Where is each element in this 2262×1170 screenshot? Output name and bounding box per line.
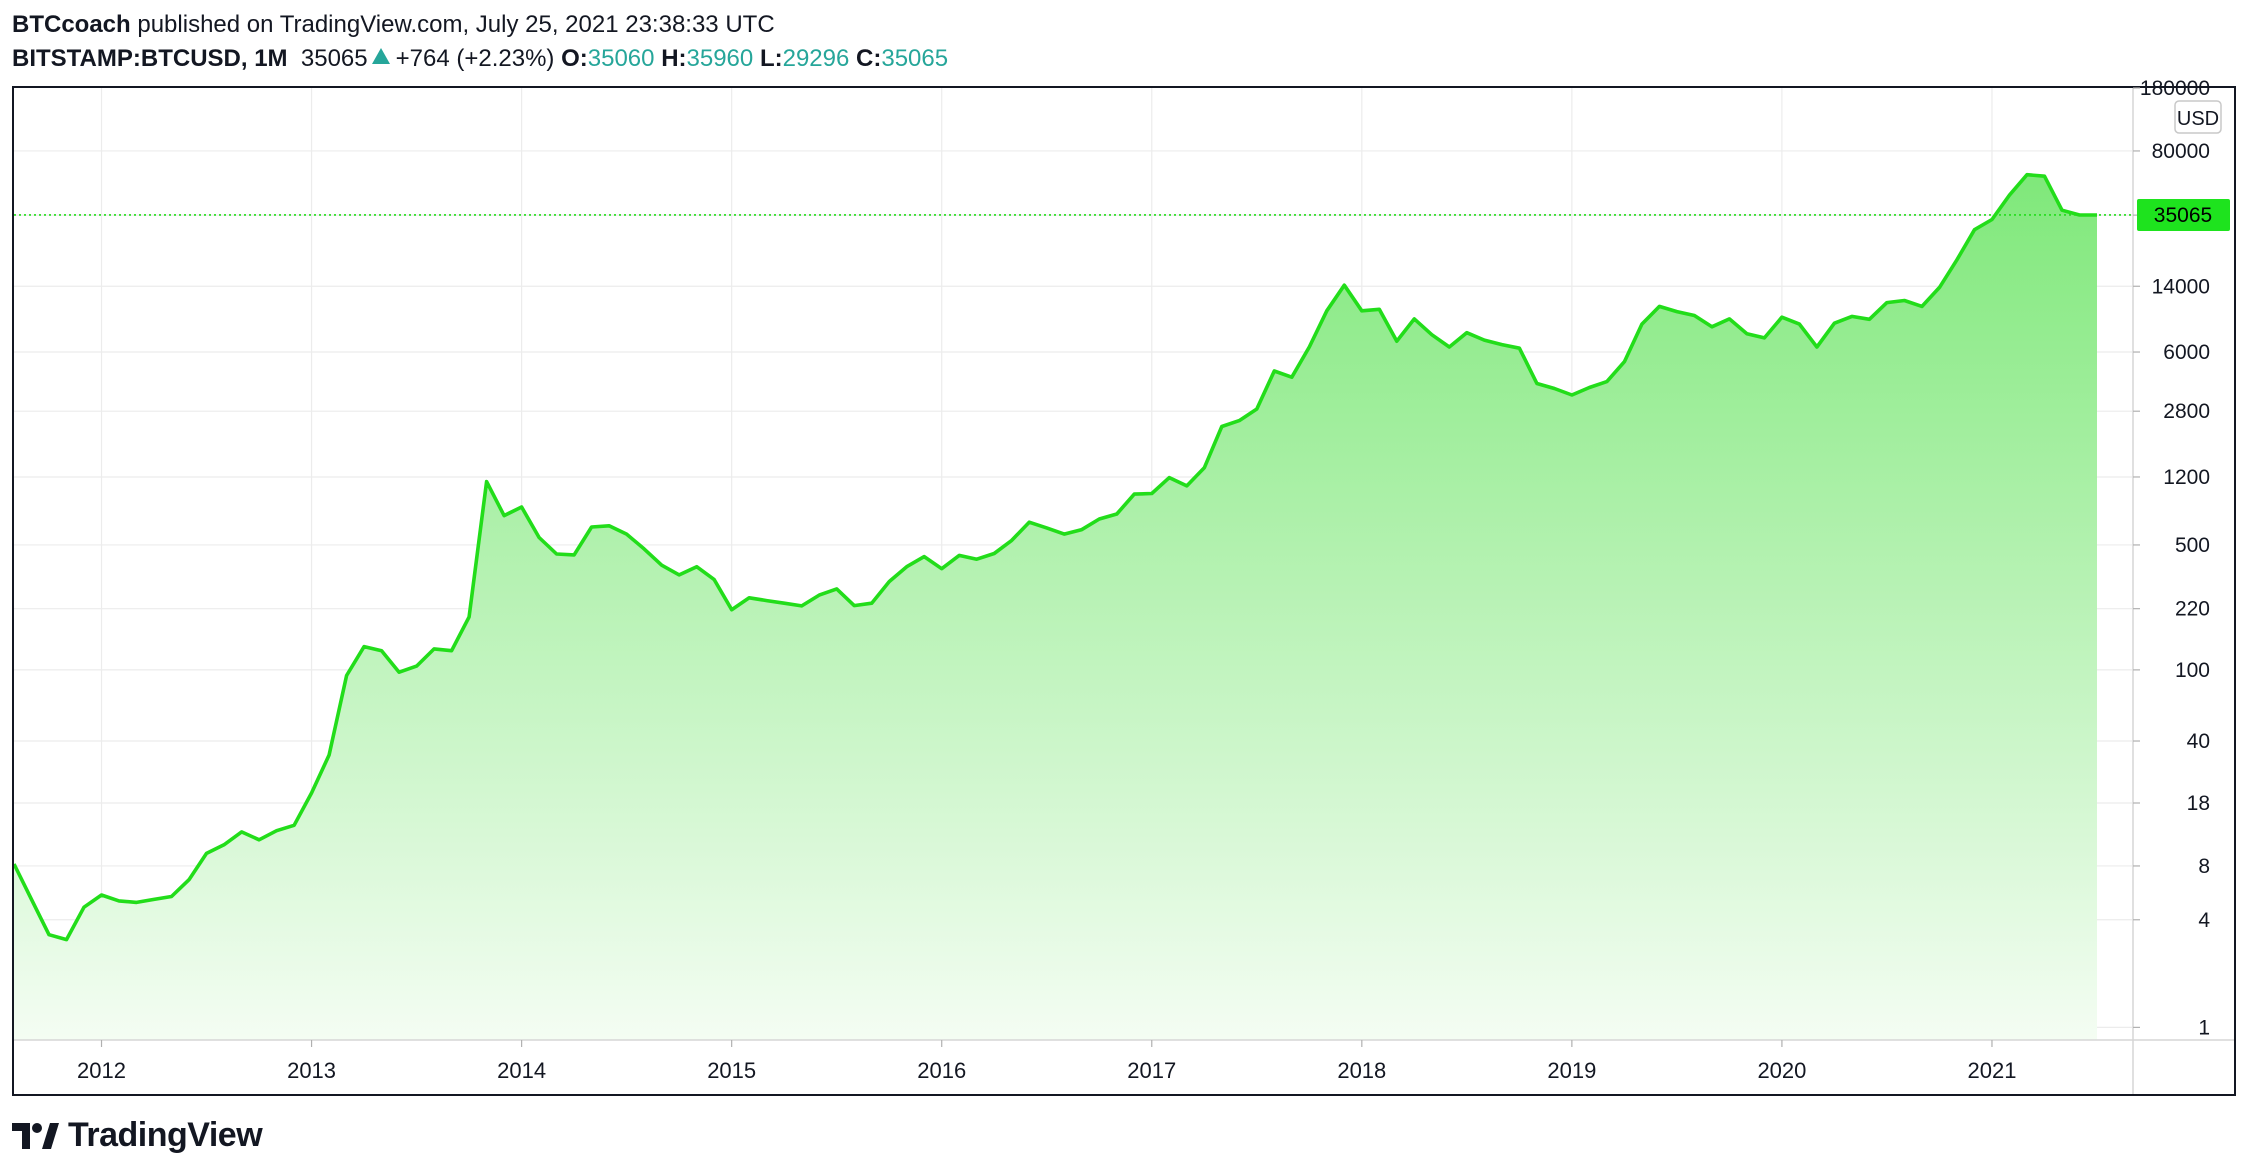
tradingview-logo-icon: [12, 1122, 59, 1149]
y-tick-label: 4: [2198, 909, 2210, 932]
price-change: +764 (+2.23%): [395, 45, 555, 72]
y-tick-label: 80000: [2152, 140, 2210, 163]
y-tick-label: 500: [2175, 534, 2210, 557]
y-tick-label: 18: [2187, 792, 2210, 815]
publication-info: BTCcoach published on TradingView.com, J…: [12, 10, 775, 40]
currency-button[interactable]: USD: [2174, 100, 2222, 134]
x-tick-label: 2021: [1967, 1058, 2016, 1083]
low-value: 29296: [782, 45, 850, 72]
high-label: H:: [661, 45, 687, 72]
x-tick-label: 2017: [1127, 1058, 1176, 1083]
last-price-badge-label: 35065: [2154, 204, 2212, 227]
price-area-fill: [14, 174, 2097, 1040]
low-label: L:: [759, 45, 783, 72]
open-value: 35060: [587, 45, 655, 72]
y-tick-label: 1: [2198, 1016, 2210, 1039]
y-tick-label: 2800: [2163, 400, 2210, 423]
high-value: 35960: [686, 45, 754, 72]
tradingview-wordmark: TradingView: [68, 1116, 263, 1154]
y-tick-label: 8: [2198, 855, 2210, 878]
up-triangle-icon: [371, 48, 390, 64]
close-label: C:: [856, 45, 882, 72]
price-chart[interactable]: 1800008000035000140006000280012005002201…: [0, 0, 2262, 1110]
currency-label: USD: [2177, 108, 2219, 130]
y-tick-label: 100: [2175, 659, 2210, 682]
x-tick-label: 2016: [917, 1058, 966, 1083]
author-name[interactable]: BTCcoach: [12, 11, 131, 38]
last-price: 35065: [300, 45, 368, 72]
x-tick-label: 2015: [707, 1058, 756, 1083]
x-tick-label: 2020: [1757, 1058, 1806, 1083]
price-line: [14, 172, 2097, 942]
chart-frame: [12, 86, 2236, 1096]
y-tick-label: 220: [2175, 598, 2210, 621]
x-tick-label: 2013: [287, 1058, 336, 1083]
symbol-name[interactable]: BITSTAMP:BTCUSD, 1M: [12, 45, 288, 72]
y-tick-label: 40: [2187, 730, 2210, 753]
last-price-badge: 35065: [2137, 198, 2230, 231]
y-tick-label: 180000: [2140, 77, 2210, 100]
close-value: 35065: [881, 45, 949, 72]
y-tick-label: 14000: [2152, 275, 2210, 298]
x-tick-label: 2012: [77, 1058, 126, 1083]
y-tick-label: 1200: [2163, 466, 2210, 489]
x-tick-label: 2014: [497, 1058, 546, 1083]
tradingview-footer[interactable]: TradingView: [12, 1116, 263, 1155]
time-axis[interactable]: 2012 2013 2014 2015 2016 2017 2018 2019 2020 2021: [77, 1040, 2016, 1083]
y-tick-label: 6000: [2163, 341, 2210, 364]
symbol-legend: BITSTAMP:BTCUSD, 1M 35065 +764 (+2.23%) O…: [12, 44, 948, 74]
published-text: published on TradingView.com, July 25, 2…: [137, 11, 775, 38]
x-tick-label: 2019: [1547, 1058, 1596, 1083]
open-label: O:: [561, 45, 588, 72]
x-tick-label: 2018: [1337, 1058, 1386, 1083]
